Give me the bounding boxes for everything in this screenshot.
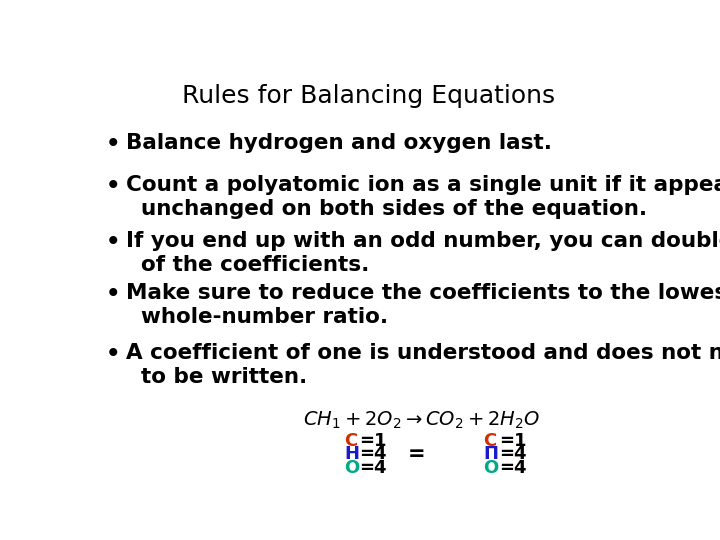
Text: H: H [344,446,359,463]
Text: •: • [106,231,120,254]
Text: Balance hydrogen and oxygen last.: Balance hydrogen and oxygen last. [126,133,552,153]
Text: O: O [344,459,359,477]
Text: C: C [483,432,497,450]
Text: Rules for Balancing Equations: Rules for Balancing Equations [182,84,556,107]
Text: •: • [106,343,120,366]
Text: O: O [483,459,499,477]
Text: If you end up with an odd number, you can double all
  of the coefficients.: If you end up with an odd number, you ca… [126,231,720,275]
Text: A coefficient of one is understood and does not need
  to be written.: A coefficient of one is understood and d… [126,343,720,387]
Text: =4: =4 [499,459,526,477]
Text: •: • [106,175,120,198]
Text: =: = [408,444,426,464]
Text: C: C [344,432,357,450]
Text: =4: =4 [359,459,387,477]
Text: Count a polyatomic ion as a single unit if it appears
  unchanged on both sides : Count a polyatomic ion as a single unit … [126,175,720,219]
Text: =4: =4 [359,446,387,463]
Text: =1: =1 [499,432,526,450]
Text: Π: Π [483,446,498,463]
Text: •: • [106,133,120,157]
Text: =1: =1 [359,432,387,450]
Text: Make sure to reduce the coefficients to the lowest
  whole-number ratio.: Make sure to reduce the coefficients to … [126,283,720,327]
Text: =4: =4 [499,446,526,463]
Text: $\mathit{CH_1 + 2O_2 \rightarrow CO_2 + 2H_2O}$: $\mathit{CH_1 + 2O_2 \rightarrow CO_2 + … [303,410,541,431]
Text: •: • [106,283,120,306]
